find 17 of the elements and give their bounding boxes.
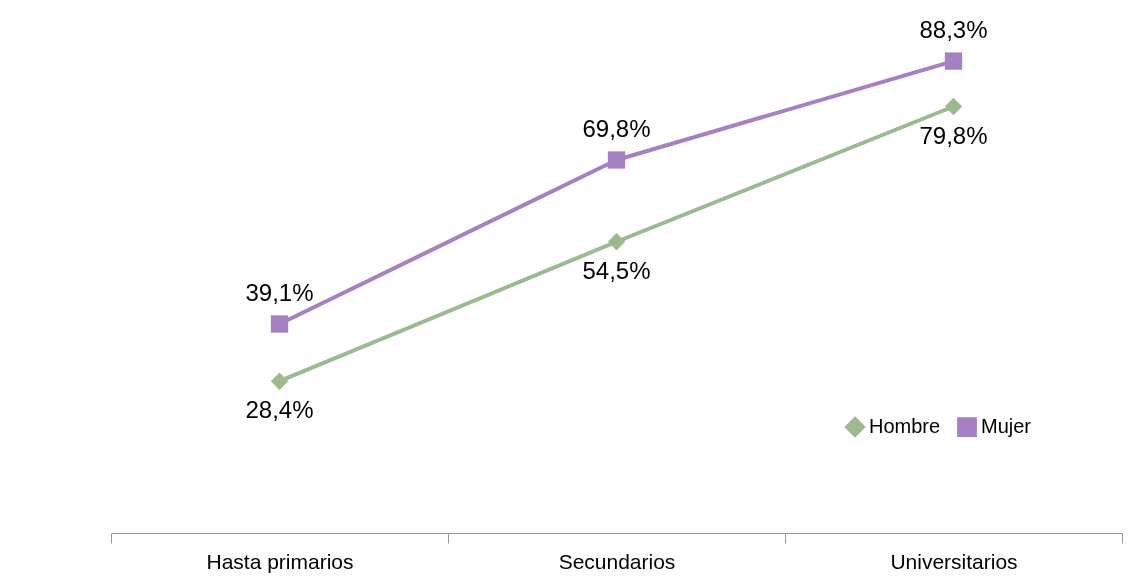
data-label: 39,1% <box>245 279 314 307</box>
data-label: 28,4% <box>245 396 314 424</box>
point <box>944 97 963 116</box>
point <box>270 372 289 390</box>
legend-label: Hombre <box>869 415 941 438</box>
x-tick-label: Universitarios <box>890 549 1018 573</box>
legend-label: Mujer <box>981 415 1032 438</box>
data-label: 54,5% <box>582 256 651 284</box>
data-label: 88,3% <box>919 16 988 44</box>
data-label: 69,8% <box>582 114 651 142</box>
point <box>270 315 289 333</box>
data-label: 79,8% <box>919 121 988 149</box>
x-tick-label: Secundarios <box>558 549 676 573</box>
point <box>607 151 626 169</box>
x-tick-label: Hasta primarios <box>206 549 354 573</box>
point <box>607 233 626 251</box>
point <box>944 52 963 70</box>
